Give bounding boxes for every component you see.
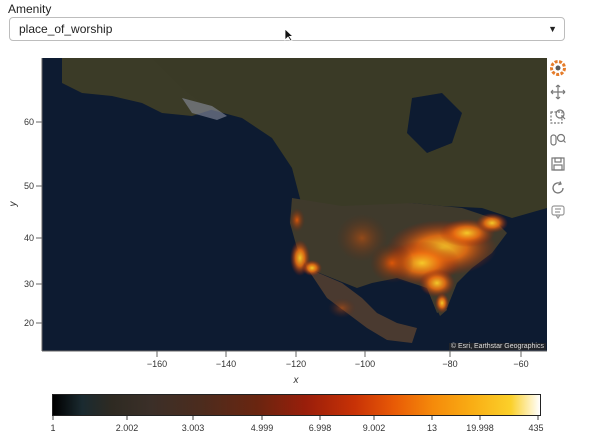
land-alaska: [62, 58, 217, 116]
x-tick-label: −120: [286, 359, 306, 369]
y-axis-title: y: [8, 201, 19, 208]
x-tick-label: −160: [147, 359, 167, 369]
box-zoom-icon[interactable]: [549, 107, 567, 125]
x-ticks: [156, 351, 522, 357]
amenity-label: Amenity: [8, 2, 52, 16]
colorbar-tick-label: 6.998: [309, 423, 332, 433]
land-mexico: [307, 268, 417, 343]
colorbar-ticks: [52, 416, 539, 420]
pan-icon[interactable]: [549, 83, 567, 101]
y-tick-label: 60: [24, 117, 34, 127]
map-canvas[interactable]: [42, 58, 547, 351]
x-tick-label: −80: [442, 359, 457, 369]
y-tick-label: 30: [24, 279, 34, 289]
chevron-down-icon[interactable]: ▼: [548, 24, 557, 34]
colorbar: [52, 394, 541, 416]
save-icon[interactable]: [549, 155, 567, 173]
colorbar-tick-label: 4.999: [251, 423, 274, 433]
x-tick-label: −140: [216, 359, 236, 369]
y-tick-label: 20: [24, 318, 34, 328]
map-attribution[interactable]: © Esri, Earthstar Geographics: [448, 343, 546, 350]
y-tick-label: 40: [24, 233, 34, 243]
bokeh-logo-icon[interactable]: [549, 59, 567, 77]
map-plot[interactable]: © Esri, Earthstar Geographics: [42, 58, 547, 351]
x-tick-label: −100: [355, 359, 375, 369]
colorbar-tick-label: 9.002: [363, 423, 386, 433]
hudson-bay: [407, 93, 462, 153]
reset-icon[interactable]: [549, 179, 567, 197]
colorbar-tick-label: 2.002: [116, 423, 139, 433]
colorbar-tick-label: 19.998: [466, 423, 494, 433]
heat-overlay: [289, 208, 508, 318]
x-tick-label: −60: [513, 359, 528, 369]
hover-icon[interactable]: [549, 203, 567, 221]
colorbar-tick-label: 13: [427, 423, 437, 433]
x-axis-title: x: [293, 375, 300, 386]
colorbar-tick-label: 435: [528, 423, 543, 433]
y-tick-label: 50: [24, 181, 34, 191]
colorbar-tick-label: 3.003: [182, 423, 205, 433]
colorbar-tick-label: 1: [50, 423, 55, 433]
wheel-zoom-icon[interactable]: [549, 131, 567, 149]
mouse-cursor-icon: [284, 28, 294, 42]
glacier: [182, 98, 227, 120]
plot-toolbar: [549, 59, 569, 227]
amenity-select-value: place_of_worship: [19, 22, 113, 36]
